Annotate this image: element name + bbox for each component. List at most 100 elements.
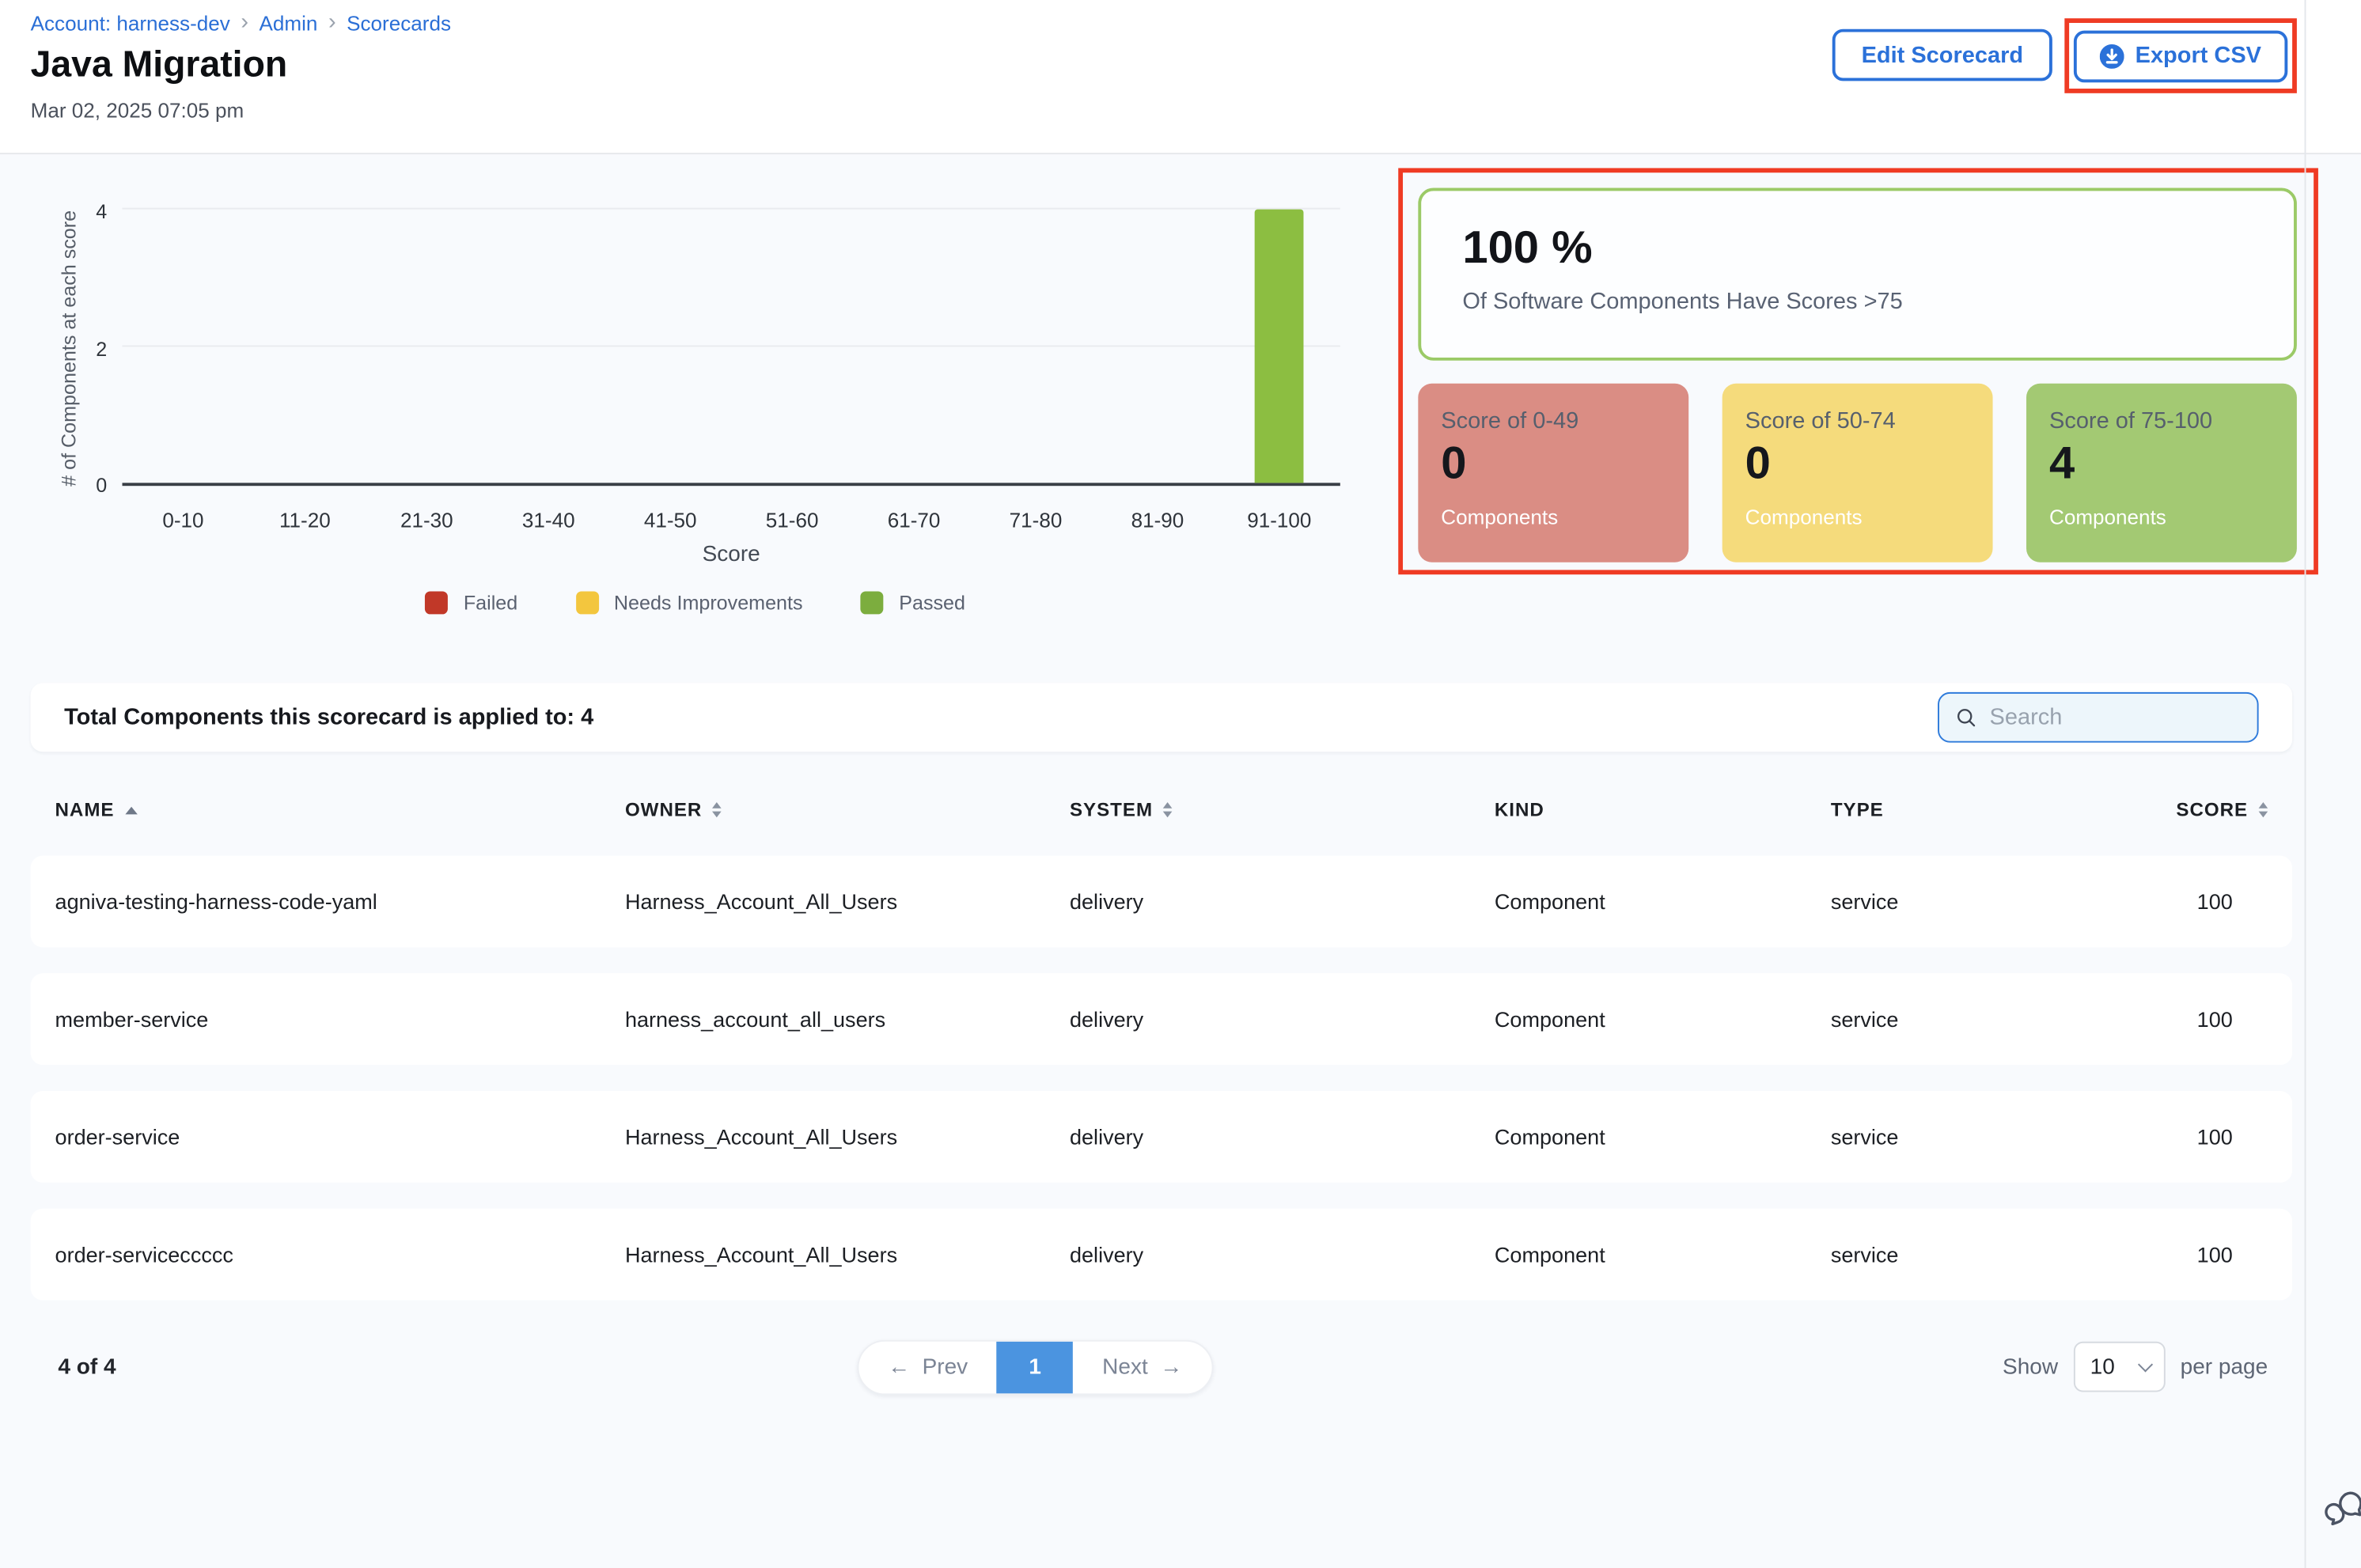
score-range-card: Score of 75-100 4 Components — [2026, 383, 2297, 562]
breadcrumb-admin-link[interactable]: Admin — [259, 12, 318, 36]
chart-y-tick-label: 0 — [96, 473, 108, 497]
score-range-card: Score of 50-74 0 Components — [1722, 383, 1993, 562]
cell-score: 100 — [2196, 1006, 2233, 1032]
column-header-label: OWNER — [624, 799, 703, 821]
per-page-label: per page — [2180, 1354, 2268, 1380]
cell-score: 100 — [2196, 1124, 2233, 1149]
right-edge-divider — [2304, 0, 2306, 1568]
sort-down-arrow — [1163, 812, 1173, 818]
chart-y-tick-label: 4 — [96, 200, 108, 223]
chat-support-icon[interactable] — [2325, 1487, 2361, 1529]
chart-legend: Failed Needs Improvements Passed — [0, 591, 1391, 615]
chart-x-tick-label: 11-20 — [279, 509, 331, 532]
table-row[interactable]: order-service Harness_Account_All_Users de… — [30, 1091, 2293, 1183]
breadcrumb-scorecards-link[interactable]: Scorecards — [347, 12, 452, 36]
next-page-button[interactable]: Next → — [1073, 1342, 1211, 1394]
legend-item: Failed — [425, 591, 518, 615]
column-header-label: NAME — [55, 799, 115, 821]
score-range-value: 0 — [1745, 438, 1771, 490]
chart-bar — [1254, 209, 1304, 483]
cell-owner: harness_account_all_users — [624, 1006, 886, 1032]
legend-label: Passed — [899, 591, 966, 615]
column-header-type[interactable]: TYPE — [1831, 799, 2159, 820]
table-row[interactable]: agniva-testing-harness-code-yaml Harness_… — [30, 855, 2293, 948]
page-size-select[interactable]: 10 — [2073, 1341, 2166, 1392]
cell-kind: Component — [1494, 889, 1605, 914]
column-header-owner[interactable]: OWNER — [625, 799, 1070, 820]
percent-passed-value: 100 % — [1462, 222, 1593, 274]
cell-system: delivery — [1069, 1242, 1144, 1267]
table-row[interactable]: member-service harness_account_all_users d… — [30, 973, 2293, 1066]
sort-up-arrow — [2258, 801, 2268, 809]
score-range-card: Score of 0-49 0 Components — [1418, 383, 1689, 562]
cell-type: service — [1830, 1124, 1899, 1149]
legend-label: Failed — [463, 591, 518, 615]
search-box[interactable] — [1938, 691, 2259, 743]
chart-gridline — [122, 344, 1340, 347]
chart-x-tick-label: 21-30 — [400, 509, 453, 532]
page-size-value: 10 — [2090, 1354, 2115, 1380]
edit-scorecard-button[interactable]: Edit Scorecard — [1832, 28, 2052, 81]
cell-owner: Harness_Account_All_Users — [624, 1242, 898, 1267]
chevron-down-icon — [2137, 1357, 2153, 1373]
left-arrow-icon: ← — [888, 1355, 911, 1381]
cell-score: 100 — [2196, 889, 2233, 914]
table-row[interactable]: order-serviceccccc Harness_Account_All_Us… — [30, 1208, 2293, 1301]
cell-type: service — [1830, 1242, 1899, 1267]
page-size-control: Show 10 per page — [2003, 1341, 2268, 1392]
table-header-row: NAME OWNER SYSTEM KIND TYPE SCORE — [31, 786, 2292, 835]
percent-passed-card: 100 % Of Software Components Have Scores… — [1418, 187, 2297, 361]
score-range-caption: Components — [1745, 506, 1863, 529]
cell-type: service — [1830, 889, 1899, 914]
cell-kind: Component — [1494, 1006, 1605, 1032]
prev-page-button[interactable]: ← Prev — [858, 1342, 996, 1394]
score-summary-annotation-box: 100 % Of Software Components Have Scores… — [1398, 168, 2318, 575]
cell-kind: Component — [1494, 1242, 1605, 1267]
breadcrumb-account-link[interactable]: Account: harness-dev — [30, 12, 230, 36]
sort-down-arrow — [2258, 812, 2268, 818]
cell-name: order-serviceccccc — [55, 1242, 233, 1267]
chart-x-tick-label: 81-90 — [1131, 509, 1184, 532]
cell-name: order-service — [55, 1124, 180, 1149]
sort-up-arrow — [1163, 801, 1173, 809]
export-csv-button[interactable]: Export CSV — [2074, 29, 2287, 82]
page-title: Java Migration — [30, 44, 288, 86]
chart-x-tick-labels: 0-10 11-20 21-30 31-40 41-50 51-60 61-70 71-80 8… — [123, 509, 1340, 536]
chart-x-tick-label: 51-60 — [765, 509, 819, 532]
score-range-value: 4 — [2049, 438, 2075, 490]
search-icon — [1957, 709, 1976, 727]
export-csv-label: Export CSV — [2135, 43, 2261, 69]
next-label: Next — [1102, 1355, 1148, 1381]
legend-swatch-failed — [425, 591, 449, 615]
cell-system: delivery — [1069, 1006, 1144, 1032]
column-header-system[interactable]: SYSTEM — [1070, 799, 1495, 820]
column-header-label: SCORE — [2176, 799, 2249, 821]
pagination: ← Prev 1 Next → — [857, 1339, 1213, 1396]
search-input[interactable] — [1989, 704, 2242, 731]
sort-icon — [712, 801, 722, 818]
page-number-button[interactable]: 1 — [996, 1341, 1074, 1394]
chart-x-tick-label: 71-80 — [1009, 509, 1063, 532]
column-header-score[interactable]: SCORE — [2159, 799, 2292, 820]
column-header-name[interactable]: NAME — [55, 799, 625, 820]
cell-name: member-service — [55, 1006, 209, 1032]
chart-x-tick-label: 41-50 — [643, 509, 697, 532]
table-topbar: Total Components this scorecard is appli… — [30, 683, 2293, 752]
chart-x-axis-label: Score — [702, 542, 760, 567]
sort-ascending-icon — [125, 805, 138, 814]
column-header-kind[interactable]: KIND — [1495, 799, 1831, 820]
cell-owner: Harness_Account_All_Users — [624, 889, 898, 914]
cell-type: service — [1830, 1006, 1899, 1032]
breadcrumb: Account: harness-dev › Admin › Scorecard… — [31, 11, 451, 37]
score-range-caption: Components — [1441, 506, 1559, 529]
chart-x-tick-label: 61-70 — [887, 509, 941, 532]
download-icon — [2100, 44, 2125, 68]
column-header-label: KIND — [1494, 799, 1544, 821]
sort-icon — [1163, 801, 1173, 818]
sort-down-arrow — [712, 812, 722, 818]
legend-label: Needs Improvements — [613, 591, 803, 615]
cell-system: delivery — [1069, 889, 1144, 914]
breadcrumb-separator-icon: › — [241, 9, 249, 36]
